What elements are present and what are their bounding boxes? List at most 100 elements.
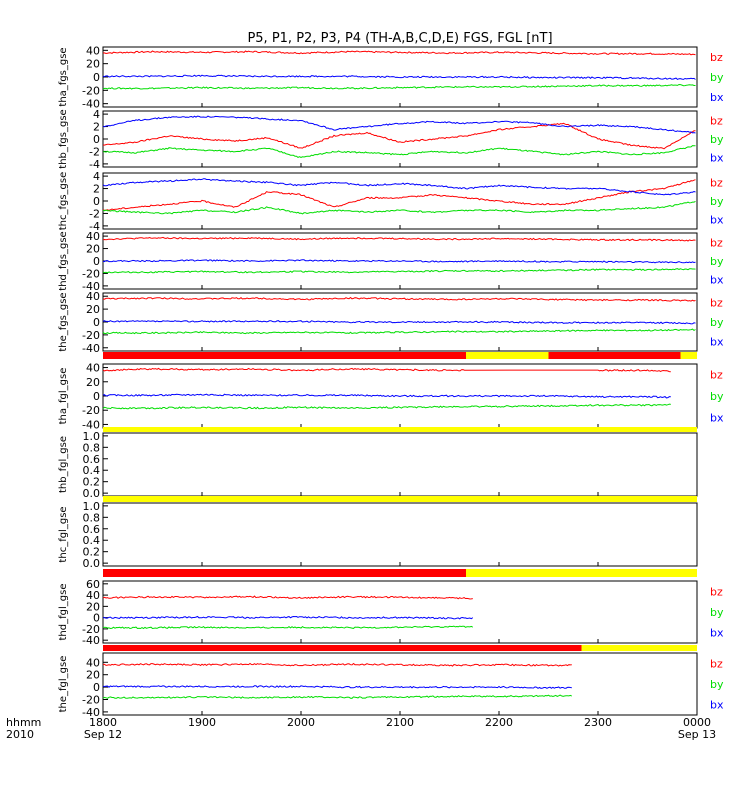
legend-bz: bz <box>710 114 723 127</box>
y-tick-label: 0 <box>93 390 100 403</box>
series-line-bz <box>102 236 696 242</box>
y-tick-label: 0 <box>93 316 100 329</box>
series-line-by <box>102 145 696 159</box>
legend-bz: bz <box>710 585 723 598</box>
panel-frame <box>102 110 698 168</box>
legend-bx: bx <box>710 152 724 165</box>
legend-bx: bx <box>710 274 724 287</box>
series-line-by <box>102 625 474 630</box>
series-line-bz <box>102 662 572 667</box>
series-line-bz <box>102 122 696 150</box>
panel-thc_fgl_gse: 1.00.80.60.40.20.0 thc_fgl_gse <box>58 496 698 570</box>
series-line-bz <box>102 50 696 56</box>
panel-frame <box>102 652 698 716</box>
series-line-bx <box>102 615 474 620</box>
series-line-by <box>102 268 696 274</box>
y-tick-label: 0 <box>93 255 100 268</box>
y-axis-label: tha_fgs_gse <box>58 47 69 106</box>
y-axis-label: the_fgs_gse <box>58 292 69 351</box>
y-tick-label: 0.2 <box>83 546 101 559</box>
y-axis-label: thb_fgs_gse <box>58 109 69 168</box>
time-axis-label-year: 2010 <box>6 728 34 741</box>
series-line-bx <box>102 320 696 325</box>
availability-segment <box>103 569 466 577</box>
legend-by: by <box>710 390 724 403</box>
legend-bx: bx <box>710 214 724 227</box>
series-line-bz <box>102 296 696 302</box>
legend-by: by <box>710 678 724 691</box>
y-axis-label: thb_fgl_gse <box>58 436 69 493</box>
y-tick-label: 0.6 <box>83 453 101 466</box>
y-tick-label: 40 <box>86 230 100 243</box>
availability-segment <box>103 496 697 502</box>
y-tick-label: 0.2 <box>83 476 101 489</box>
availability-segment <box>103 352 466 359</box>
y-tick-label: 0 <box>93 681 100 694</box>
y-tick-label: 4 <box>93 108 100 121</box>
y-tick-label: -4 <box>89 158 100 171</box>
panel-thb_fgl_gse: 1.00.80.60.40.20.0 thb_fgl_gse <box>58 427 698 500</box>
availability-segment <box>103 427 697 432</box>
y-tick-label: -20 <box>82 623 100 636</box>
series-line-bz <box>102 595 473 600</box>
legend-bz: bz <box>710 369 723 382</box>
availability-segment <box>466 352 549 359</box>
legend-by: by <box>710 195 724 208</box>
time-tick-label: 2300 <box>584 716 612 729</box>
y-axis-label: thc_fgl_gse <box>58 506 69 562</box>
y-tick-label: 40 <box>86 44 100 57</box>
series-line-bx <box>102 259 696 264</box>
y-tick-label: 0 <box>93 195 100 208</box>
time-tick-date: Sep 13 <box>678 728 716 741</box>
panel-frame <box>102 580 698 644</box>
legend-bx: bx <box>710 411 724 424</box>
legend-by: by <box>710 133 724 146</box>
legend-by: by <box>710 606 724 619</box>
y-tick-label: -20 <box>82 84 100 97</box>
y-axis-label: the_fgl_gse <box>58 656 69 713</box>
availability-segment <box>581 645 697 651</box>
y-tick-label: -40 <box>82 98 100 111</box>
legend-bx: bx <box>710 699 724 712</box>
y-tick-label: -20 <box>82 329 100 342</box>
panel-frame <box>102 432 698 497</box>
legend-bz: bz <box>710 51 723 64</box>
y-tick-label: 20 <box>86 669 100 682</box>
y-tick-label: 20 <box>86 303 100 316</box>
series-line-by <box>102 328 696 335</box>
panel-frame <box>102 502 698 567</box>
panel-thc_fgs_gse: 420-2-4 thc_fgs_gse bz by bx <box>58 170 724 233</box>
y-tick-label: -40 <box>82 706 100 719</box>
series-line-by <box>102 83 696 90</box>
legend-bz: bz <box>710 176 723 189</box>
legend-bz: bz <box>710 297 723 310</box>
y-tick-label: 40 <box>86 362 100 375</box>
legend-by: by <box>710 255 724 268</box>
y-axis-label: thc_fgs_gse <box>58 172 69 231</box>
y-axis-label: thd_fgl_gse <box>58 584 69 641</box>
y-tick-label: 2 <box>93 183 100 196</box>
y-tick-label: 0.0 <box>83 557 101 570</box>
y-tick-label: 0.0 <box>83 487 101 500</box>
series-line-bx <box>102 115 696 134</box>
y-tick-label: 0.4 <box>83 534 101 547</box>
y-tick-label: 1.0 <box>83 500 101 513</box>
availability-segment <box>680 352 697 359</box>
y-tick-label: -20 <box>82 404 100 417</box>
y-tick-label: 4 <box>93 170 100 183</box>
series-line-by <box>102 694 573 699</box>
y-tick-label: -40 <box>82 418 100 431</box>
time-tick-label: 2100 <box>386 716 414 729</box>
time-tick-label: 1900 <box>188 716 216 729</box>
y-tick-label: 1.0 <box>83 430 101 443</box>
y-tick-label: -40 <box>82 342 100 355</box>
y-tick-label: -2 <box>89 207 100 220</box>
y-tick-label: -20 <box>82 267 100 280</box>
time-tick-label: 2200 <box>485 716 513 729</box>
